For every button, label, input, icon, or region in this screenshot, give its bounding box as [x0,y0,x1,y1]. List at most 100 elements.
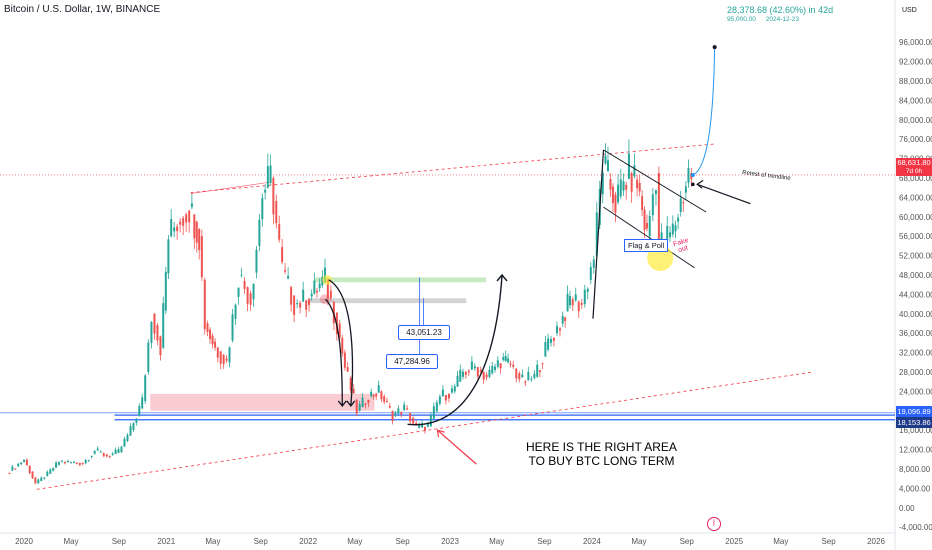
candle-body [580,302,583,305]
candle-body [310,293,313,297]
candle-body [648,215,651,237]
candle-body [502,357,505,360]
candle-body [150,322,153,343]
candle-body [287,275,290,279]
drop-arrow-head-2 [337,400,347,407]
candle-body [343,352,346,368]
candle-body [671,223,674,235]
x-tick-label: Sep [254,537,269,546]
candle-body [237,287,240,297]
green-resistance-zone [315,277,487,283]
candle-body [305,300,308,310]
y-tick-label: 44,000.00 [899,290,932,299]
candle-body [423,427,426,431]
drop-arrow-1 [328,279,354,406]
candle-body [555,325,558,334]
flag-pole-label[interactable]: Flag & Poll [624,239,669,252]
candle-body [400,411,403,415]
candle-body [541,363,544,365]
candle-body [630,173,633,192]
candle-body [418,424,421,428]
tradingview-logo-icon[interactable]: ᛒ [707,517,721,531]
candle-body [482,371,485,380]
recovery-curve [407,274,503,426]
candle-body [674,225,677,232]
candle-body [93,451,96,454]
x-tick-label: Sep [680,537,695,546]
currency-label[interactable]: USD [902,7,917,14]
candle-body [281,247,284,263]
candle-body [211,335,214,345]
candle-body [167,239,170,274]
candle-body [358,403,361,411]
candle-body [324,267,327,283]
candle-body [403,404,406,411]
candle-body [643,209,646,231]
candle-body [633,165,636,177]
candle-body [370,391,373,397]
candle-body [669,232,672,238]
y-tick-label: 32,000.00 [899,349,932,358]
candle-body [308,299,311,305]
candle-body [219,351,222,364]
candle-body [586,288,589,292]
candle-body [126,434,129,442]
measure-box-small[interactable]: 43,051.23 [398,325,450,340]
candle-body [355,399,358,414]
candle-body [278,224,281,240]
candle-body [129,426,132,436]
candle-body [40,477,43,482]
retest-arrow [696,183,751,205]
candle-body [222,355,225,365]
candle-body [46,471,49,477]
x-tick-label: Sep [537,537,552,546]
candle-body [84,460,87,464]
candle-body [72,461,75,463]
candle-body [209,329,212,340]
candle-body [533,373,536,379]
candle-body [444,395,447,401]
candle-body [176,226,179,232]
candle-body [135,418,138,423]
candle-body [679,198,682,212]
candle-body [117,449,120,453]
target-point [712,45,717,50]
y-tick-label: 92,000.00 [899,58,932,67]
target-price-text: 95,000.00 [727,16,756,23]
candle-body [293,295,296,315]
candle-body [164,271,167,311]
candle-body [99,451,102,453]
candle-body [459,369,462,382]
candle-body [144,375,147,402]
retest-arrow-head [696,179,704,189]
candle-body [43,477,46,479]
candle-body [138,406,141,416]
candle-body [361,397,364,408]
candle-body [429,415,432,427]
candle-body [159,336,162,356]
candle-body [264,189,267,193]
candle-body [272,178,275,215]
target-projection-label: 28,378.68 (42.60%) in 42d 95,000.00 2024… [727,5,833,23]
candle-body [316,290,319,293]
last-price-value: 68,631.80 [897,158,931,167]
candle-body [173,227,176,232]
candle-body [372,395,375,397]
candle-body [240,274,243,276]
candle-body [63,461,66,464]
candle-body [195,221,198,243]
candle-body [561,315,564,324]
candle-body [491,365,494,374]
y-tick-label: 60,000.00 [899,213,932,222]
callout-arrow [437,429,477,465]
callout-line-2: TO BUY BTC LONG TERM [528,454,675,468]
x-tick-label: May [205,537,220,546]
candle-body [583,289,586,305]
candle-body [90,455,93,457]
measure-box-large[interactable]: 47,284.96 [386,354,438,369]
candle-body [249,293,252,305]
y-tick-label: 0.00 [899,504,915,513]
x-tick-label: May [347,537,362,546]
retest-point [691,182,695,187]
